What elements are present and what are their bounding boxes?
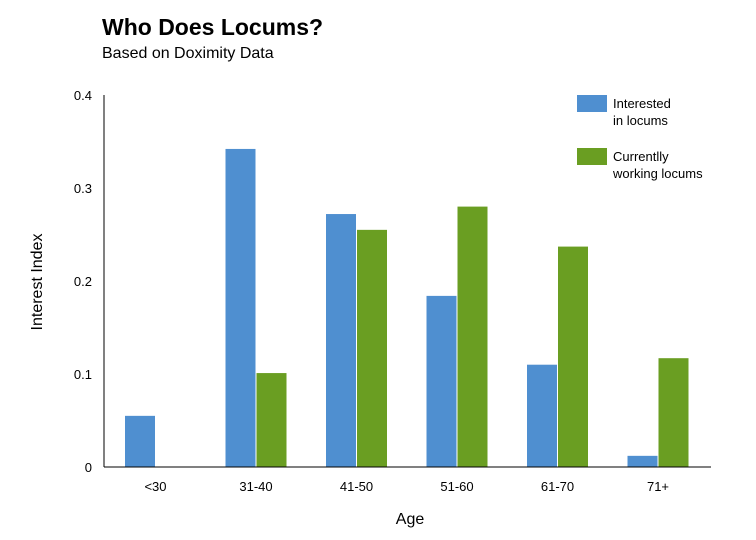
y-tick-label: 0.3 bbox=[74, 181, 92, 196]
legend-swatch-series2 bbox=[577, 148, 607, 165]
legend-label-series2: working locums bbox=[612, 166, 703, 181]
y-tick-label: 0 bbox=[85, 460, 92, 475]
legend-swatch-series1 bbox=[577, 95, 607, 112]
bar-series2-71+ bbox=[658, 358, 689, 467]
bar-series1-31-40 bbox=[225, 148, 256, 467]
bar-series2-31-40 bbox=[256, 373, 287, 467]
chart-title: Who Does Locums? bbox=[102, 14, 324, 40]
y-axis-label: Interest Index bbox=[29, 234, 46, 331]
legend: Interested in locums Currentlly working loc… bbox=[577, 95, 703, 181]
bar-series1-41-50 bbox=[326, 214, 356, 467]
bar-series2-51-60 bbox=[457, 206, 488, 467]
y-tick-label: 0.2 bbox=[74, 274, 92, 289]
x-tick-label: 31-40 bbox=[239, 479, 272, 494]
y-tick-label: 0.4 bbox=[74, 88, 92, 103]
x-tick-labels: <30 31-40 41-50 51-60 61-70 71+ bbox=[144, 479, 669, 494]
x-tick-label: 61-70 bbox=[541, 479, 574, 494]
bar-series2-41-50 bbox=[357, 229, 387, 467]
y-tick-labels: 0 0.1 0.2 0.3 0.4 bbox=[74, 88, 92, 475]
x-tick-label: 51-60 bbox=[440, 479, 473, 494]
bar-series1-71+ bbox=[627, 455, 658, 467]
bars-group bbox=[125, 148, 689, 467]
x-tick-label: <30 bbox=[144, 479, 166, 494]
legend-label-series2: Currentlly bbox=[613, 149, 669, 164]
x-tick-label: 41-50 bbox=[340, 479, 373, 494]
bar-series1-51-60 bbox=[426, 295, 457, 467]
legend-label-series1: Interested bbox=[613, 96, 671, 111]
y-tick-label: 0.1 bbox=[74, 367, 92, 382]
bar-series1-61-70 bbox=[527, 364, 557, 467]
x-axis-label: Age bbox=[396, 511, 425, 528]
bar-series1-<30 bbox=[125, 415, 155, 467]
chart-subtitle: Based on Doximity Data bbox=[102, 45, 274, 62]
x-tick-label: 71+ bbox=[647, 479, 669, 494]
legend-label-series1: in locums bbox=[613, 113, 668, 128]
bar-series2-61-70 bbox=[558, 246, 588, 467]
